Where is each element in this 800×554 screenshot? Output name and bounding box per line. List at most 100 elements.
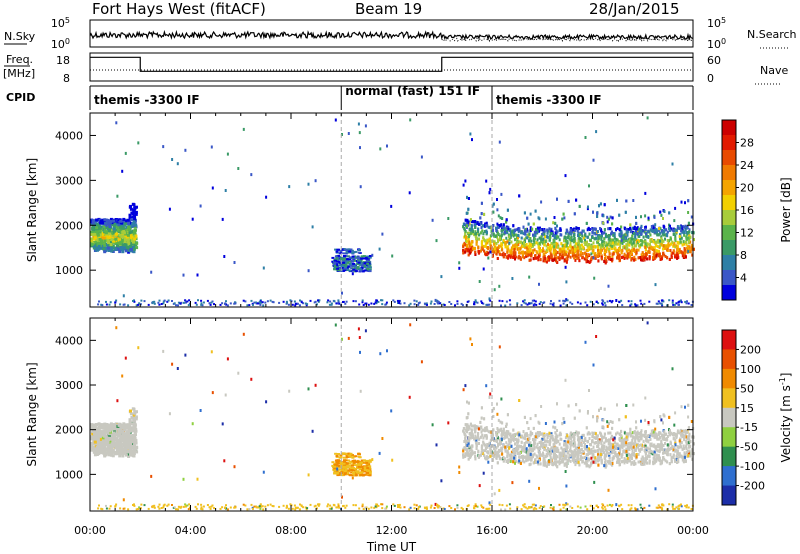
power-cell — [197, 299, 199, 302]
power-cell — [114, 301, 117, 304]
velocity-cell — [111, 438, 115, 442]
power-cell — [501, 248, 504, 252]
power-cell — [517, 243, 520, 247]
power-cell — [554, 234, 557, 238]
power-cell — [542, 259, 545, 263]
power-cell — [465, 235, 467, 239]
power-cell — [498, 284, 501, 288]
power-cell — [506, 247, 509, 251]
power-cell — [112, 225, 116, 229]
power-cell — [468, 222, 471, 226]
power-cell — [464, 232, 467, 236]
power-cell — [624, 210, 627, 214]
power-cell — [618, 228, 621, 232]
power-cell — [524, 302, 527, 305]
power-cell — [508, 237, 511, 241]
power-cell — [593, 231, 596, 235]
power-cell — [358, 263, 362, 266]
power-cell — [333, 268, 337, 271]
power-cell — [625, 227, 628, 231]
power-cell — [597, 239, 600, 243]
power-cell — [534, 209, 537, 213]
power-cell — [533, 240, 536, 244]
power-cell — [667, 242, 670, 245]
power-cell — [132, 215, 136, 218]
power-cell — [464, 218, 467, 222]
power-cell — [688, 230, 691, 234]
power-cell — [347, 248, 351, 251]
power-cell — [569, 243, 572, 246]
power-cell — [633, 227, 636, 231]
power-cell — [500, 229, 503, 232]
power-cell — [528, 242, 531, 246]
power-cell — [456, 300, 459, 303]
power-cell — [386, 144, 388, 148]
power-cell — [363, 266, 367, 269]
power-cell — [100, 236, 104, 240]
power-cell — [466, 218, 469, 222]
power-cell — [675, 228, 678, 232]
power-cell — [126, 233, 130, 237]
power-cell — [570, 232, 573, 236]
velocity-cell — [93, 434, 97, 438]
power-cell — [615, 299, 618, 302]
power-cell — [558, 253, 561, 257]
power-cell — [264, 301, 267, 304]
power-cell — [390, 204, 393, 208]
power-cell — [98, 300, 100, 303]
power-cell — [598, 252, 601, 256]
power-cell — [133, 225, 137, 229]
power-cell — [114, 237, 118, 241]
power-cell — [360, 267, 364, 269]
power-cell — [528, 302, 531, 305]
power-cell — [539, 258, 542, 262]
power-cell — [368, 255, 372, 257]
power-cell — [690, 243, 693, 247]
power-cell — [114, 225, 118, 229]
power-cell — [391, 254, 394, 258]
power-cell — [506, 226, 508, 230]
power-cell — [559, 233, 562, 237]
velocity-cell — [130, 416, 134, 419]
power-cell — [507, 256, 509, 260]
power-cell — [135, 241, 139, 245]
power-cell — [259, 303, 262, 306]
power-cell — [102, 225, 106, 229]
power-cell — [635, 251, 638, 255]
power-cell — [108, 227, 111, 231]
power-cell — [103, 250, 107, 254]
power-cell — [648, 246, 651, 250]
power-cell — [130, 247, 133, 251]
power-cell — [104, 243, 108, 247]
power-cell — [646, 257, 649, 261]
velocity-cell — [109, 453, 112, 457]
power-cell — [167, 299, 170, 302]
power-cell — [656, 233, 659, 237]
power-cell — [362, 255, 366, 258]
power-cell — [477, 246, 480, 250]
power-cell — [513, 252, 516, 256]
velocity-cell — [133, 410, 137, 414]
power-cell — [649, 233, 652, 237]
power-cell — [609, 241, 612, 245]
power-cell — [118, 233, 122, 237]
power-cell — [552, 238, 555, 242]
nsky-panel-frame — [89, 19, 694, 48]
power-cell — [630, 303, 633, 306]
power-cell — [127, 250, 131, 254]
power-cell — [482, 224, 485, 228]
power-cell — [509, 303, 512, 306]
power-cell — [523, 301, 526, 304]
power-cell — [489, 225, 492, 229]
power-cell — [554, 256, 557, 260]
power-cell — [588, 232, 591, 236]
power-cell — [662, 251, 665, 255]
power-cell — [475, 220, 478, 224]
power-cell — [590, 244, 593, 248]
power-cell — [360, 257, 364, 260]
power-cell — [500, 192, 503, 196]
power-cell — [603, 249, 606, 253]
power-cell — [466, 239, 469, 243]
power-cell — [543, 255, 546, 259]
power-cell — [478, 250, 481, 254]
